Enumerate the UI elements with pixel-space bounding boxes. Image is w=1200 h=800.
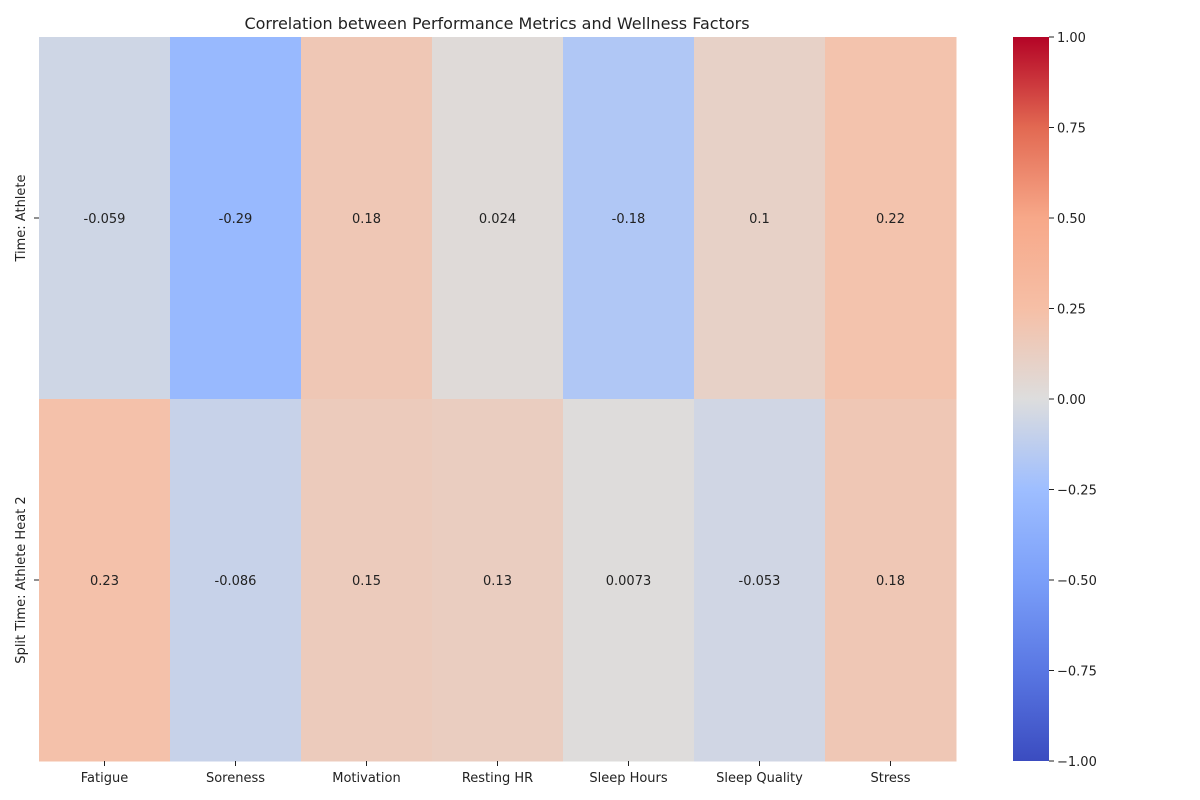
colorbar-tick-label: 0.00 xyxy=(1057,393,1086,408)
heatmap-cell xyxy=(39,37,171,400)
cell-value-label: -0.086 xyxy=(215,574,257,589)
heatmap-cell-labels: -0.059 -0.29 0.18 0.024 -0.18 0.1 0.22 0.23 -0.0… xyxy=(84,212,905,589)
heatmap-cell xyxy=(170,399,302,762)
colorbar-gradient xyxy=(1013,37,1049,761)
heatmap-cell xyxy=(301,37,433,400)
cell-value-label: 0.22 xyxy=(876,212,905,227)
cell-value-label: -0.18 xyxy=(612,212,646,227)
cell-value-label: 0.18 xyxy=(876,574,905,589)
colorbar-tick-label: −1.00 xyxy=(1057,755,1097,770)
cell-value-label: 0.23 xyxy=(90,574,119,589)
cell-value-label: -0.059 xyxy=(84,212,126,227)
chart-title: Correlation between Performance Metrics … xyxy=(244,14,749,33)
heatmap-cell xyxy=(432,37,564,400)
colorbar-ticks: 1.00 0.75 0.50 0.25 0.00 −0.25 −0.50 −0.75 −1.00 xyxy=(1049,31,1097,770)
cell-value-label: 0.024 xyxy=(479,212,516,227)
colorbar-tick-label: 1.00 xyxy=(1057,31,1086,46)
cell-value-label: -0.053 xyxy=(739,574,781,589)
heatmap-cell xyxy=(694,399,826,762)
y-axis: Time: Athlete Split Time: Athlete Heat 2 xyxy=(14,174,39,664)
cell-value-label: 0.13 xyxy=(483,574,512,589)
heatmap-cell xyxy=(563,399,695,762)
y-tick-label: Split Time: Athlete Heat 2 xyxy=(14,496,29,663)
colorbar-tick-label: 0.75 xyxy=(1057,122,1086,137)
colorbar-tick-label: −0.50 xyxy=(1057,574,1097,589)
colorbar-tick-label: 0.50 xyxy=(1057,212,1086,227)
cell-value-label: -0.29 xyxy=(219,212,253,227)
heatmap-cell xyxy=(432,399,564,762)
y-tick-label: Time: Athlete xyxy=(14,174,29,262)
x-tick-label: Motivation xyxy=(332,771,400,786)
x-tick-label: Sleep Quality xyxy=(716,771,803,786)
cell-value-label: 0.0073 xyxy=(606,574,652,589)
x-tick-label: Stress xyxy=(871,771,911,786)
colorbar-tick-label: −0.75 xyxy=(1057,665,1097,680)
x-tick-label: Soreness xyxy=(206,771,265,786)
x-tick-label: Sleep Hours xyxy=(589,771,668,786)
heatmap-cell xyxy=(563,37,695,400)
heatmap-cell xyxy=(694,37,826,400)
x-axis: Fatigue Soreness Motivation Resting HR Sleep… xyxy=(81,761,911,786)
colorbar-tick-label: 0.25 xyxy=(1057,303,1086,318)
cell-value-label: 0.18 xyxy=(352,212,381,227)
x-tick-label: Fatigue xyxy=(81,771,128,786)
heatmap-cell xyxy=(301,399,433,762)
heatmap-cells xyxy=(39,37,957,762)
cell-value-label: 0.15 xyxy=(352,574,381,589)
x-tick-label: Resting HR xyxy=(462,771,533,786)
heatmap-cell xyxy=(825,37,957,400)
cell-value-label: 0.1 xyxy=(749,212,770,227)
colorbar: 1.00 0.75 0.50 0.25 0.00 −0.25 −0.50 −0.75 −1.00 xyxy=(1013,31,1097,770)
heatmap-cell xyxy=(825,399,957,762)
colorbar-tick-label: −0.25 xyxy=(1057,484,1097,499)
heatmap-cell xyxy=(170,37,302,400)
heatmap-cell xyxy=(39,399,171,762)
